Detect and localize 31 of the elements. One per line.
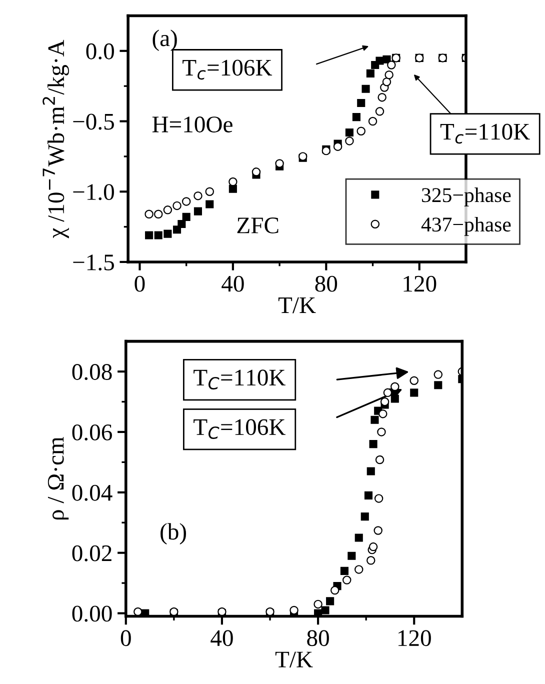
x-tick-label: 80 [315, 276, 338, 292]
y-tick-label: −1.0 [73, 184, 114, 200]
y-tick-label: 0.0 [86, 43, 114, 60]
x-axis-title: T/K [278, 297, 316, 314]
x-tick-label: 0 [134, 276, 145, 292]
y-tick-label: −0.5 [73, 114, 114, 130]
x-tick-label: 120 [404, 276, 436, 292]
y-tick-label: 0.06 [72, 424, 112, 440]
annotation: (b) [160, 523, 186, 544]
y-tick-label: 0.02 [72, 545, 112, 562]
y-tick-label: 0.08 [72, 364, 112, 380]
y-axis-title: ρ / Ω·cm [48, 436, 69, 520]
annotation: ZFC [237, 218, 278, 234]
y-tick-label: −1.5 [73, 254, 114, 270]
y-tick-label: 0.04 [72, 484, 112, 501]
annotation: T$_{c}$=106K [182, 60, 272, 80]
annotation: H=10Oe [152, 116, 232, 132]
annotation: T$_{C}$=110K [194, 370, 286, 390]
x-tick-label: 40 [222, 276, 244, 292]
legend-label: 437−phase [421, 216, 511, 236]
x-axis-title: T/K [275, 652, 313, 668]
annotation: T$_{c}$=110K [440, 124, 530, 144]
x-tick-label: 0 [120, 630, 131, 646]
legend-label: 325−phase [422, 188, 511, 206]
y-axis-title: χ /10$^{−7}$Wb·m$^{2}$/kg·A [42, 40, 69, 238]
x-tick-label: 80 [307, 630, 329, 646]
x-tick-label: 40 [210, 630, 233, 646]
annotation: T$_{C}$=106K [194, 419, 286, 439]
x-tick-label: 120 [398, 630, 431, 646]
annotation: (a) [152, 30, 177, 52]
y-tick-label: 0.00 [72, 606, 112, 622]
